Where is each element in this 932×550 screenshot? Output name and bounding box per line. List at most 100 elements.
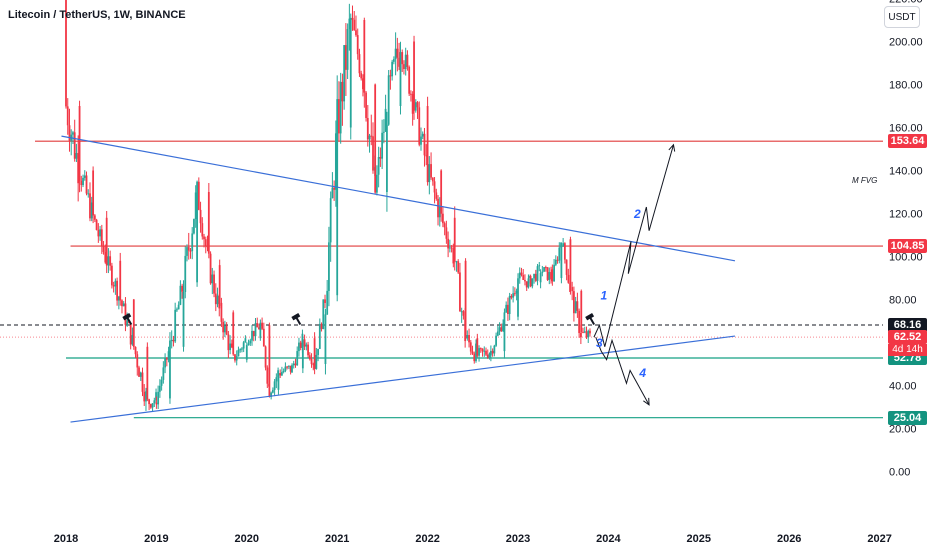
candle-body: [574, 301, 577, 314]
candle-body: [517, 278, 519, 317]
candle-body: [426, 106, 429, 183]
candle-body: [587, 330, 590, 338]
candle-body: [349, 17, 352, 128]
candle-body: [249, 340, 252, 344]
currency-button[interactable]: USDT: [884, 6, 920, 28]
current-price-badge: 62.52: [888, 330, 927, 345]
candle-body: [271, 389, 274, 393]
candle-body: [104, 252, 107, 263]
price-tick-label: 40.00: [889, 381, 917, 393]
candle-body: [259, 322, 262, 339]
trendlines[interactable]: [61, 135, 736, 423]
candle-body: [368, 135, 371, 140]
candle-body: [99, 229, 101, 237]
symbol-title: Litecoin / TetherUS, 1W, BINANCE: [8, 9, 186, 21]
candle-body: [289, 365, 292, 372]
candle-body: [491, 350, 494, 354]
candle-body: [488, 353, 491, 358]
time-tick-label: 2018: [54, 533, 78, 545]
candle-body: [328, 242, 330, 291]
candle-body: [466, 335, 469, 339]
time-axis[interactable]: 2018 2019 2020 2021 2022 2023 2024 2025 2026 2027: [54, 533, 892, 545]
candle-body: [83, 175, 86, 178]
candle-body: [462, 311, 465, 316]
candle-body: [533, 273, 535, 279]
candle-body: [312, 364, 315, 366]
candle-body: [411, 94, 414, 114]
candle-body: [102, 245, 105, 253]
candle-body: [310, 359, 313, 365]
candle-body: [414, 102, 417, 111]
time-tick-label: 2024: [596, 533, 621, 545]
candle-body: [573, 291, 575, 314]
candle-body: [126, 320, 129, 325]
candle-body: [299, 342, 302, 348]
candle-body: [358, 54, 361, 74]
candle-body: [493, 345, 496, 354]
candle-body: [214, 293, 217, 305]
candle-body: [576, 301, 579, 311]
candle-body: [114, 280, 117, 287]
candle-body: [525, 281, 528, 288]
candle-body: [343, 45, 346, 102]
candle-body: [179, 285, 182, 305]
candle-body: [270, 392, 273, 397]
projection-bullish: [593, 144, 674, 347]
candle-body: [139, 372, 142, 377]
candle-body: [324, 314, 327, 364]
candle-body: [251, 330, 253, 341]
candle-body: [560, 246, 563, 278]
candle-body: [355, 30, 357, 36]
projection-arrowhead: [668, 143, 676, 152]
candle-body: [245, 345, 248, 360]
wave-label-4: 4: [638, 366, 646, 380]
fvg-annotation: M FVG: [852, 176, 878, 185]
candle-body: [85, 175, 88, 194]
candle-body: [112, 285, 115, 287]
candle-body: [148, 399, 150, 405]
candle-body: [469, 342, 472, 352]
candle-body: [80, 180, 83, 186]
candle-body: [507, 304, 509, 314]
price-tick-label: 180.00: [889, 80, 923, 92]
candle-body: [241, 348, 243, 350]
candle-body: [569, 239, 572, 288]
candle-body: [165, 357, 168, 360]
candle-body: [392, 59, 395, 62]
candle-body: [398, 57, 400, 67]
candle-body: [452, 248, 455, 264]
candle-body: [401, 52, 404, 65]
candle-body: [247, 343, 250, 346]
price-tick-label: 140.00: [889, 166, 923, 178]
candlesticks: [65, 0, 591, 412]
candle-body: [155, 402, 158, 405]
candle-body: [174, 309, 177, 342]
candle-body: [539, 272, 542, 283]
candle-body: [546, 267, 549, 280]
candle-body: [235, 356, 238, 361]
candle-body: [353, 19, 356, 31]
candle-body: [565, 259, 568, 275]
candle-body: [553, 264, 555, 282]
candle-body: [460, 311, 463, 313]
candle-body: [334, 133, 337, 190]
candle-body: [495, 335, 497, 346]
candle-body: [503, 312, 506, 352]
candle-body: [541, 271, 544, 273]
candle-body: [284, 366, 287, 371]
candle-body: [77, 153, 80, 184]
candle-body: [158, 385, 161, 392]
candle-body: [413, 41, 415, 111]
level-badge: 153.64: [888, 134, 927, 149]
candle-body: [387, 75, 390, 125]
candle-body: [78, 106, 81, 181]
candle-body: [89, 193, 91, 219]
candle-body: [448, 247, 451, 249]
candle-timer-badge: 4d 14h: [888, 344, 927, 357]
level-badge: 25.04: [888, 410, 927, 425]
candle-body: [170, 339, 173, 341]
candle-body: [483, 350, 486, 352]
candle-body: [453, 217, 456, 262]
candle-body: [346, 29, 349, 70]
